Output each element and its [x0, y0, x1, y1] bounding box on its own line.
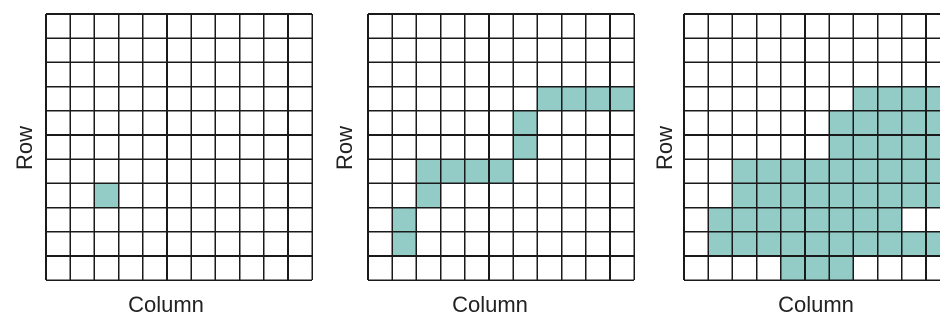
filled-cell — [853, 110, 878, 135]
filled-cell — [416, 183, 441, 208]
filled-cell — [901, 183, 926, 208]
filled-cell — [926, 183, 940, 208]
filled-cell — [853, 231, 878, 256]
filled-cell — [829, 183, 854, 208]
filled-cell — [708, 231, 733, 256]
filled-cell — [805, 159, 830, 184]
filled-cell — [585, 86, 610, 111]
filled-cell — [756, 183, 781, 208]
filled-cell — [829, 159, 854, 184]
filled-cell — [829, 231, 854, 256]
filled-cell — [926, 231, 940, 256]
filled-cell — [416, 159, 441, 184]
filled-cell — [780, 183, 805, 208]
filled-cell — [877, 135, 902, 160]
filled-cell — [537, 86, 562, 111]
filled-cell — [901, 159, 926, 184]
grid-panel-3 — [683, 13, 940, 282]
filled-cell — [926, 159, 940, 184]
filled-cell — [829, 135, 854, 160]
filled-cell — [901, 86, 926, 111]
filled-cell — [440, 159, 465, 184]
filled-cell — [853, 135, 878, 160]
filled-cell — [610, 86, 635, 111]
filled-cell — [756, 159, 781, 184]
filled-cell — [513, 110, 538, 135]
filled-cell — [464, 159, 489, 184]
filled-cell — [877, 231, 902, 256]
filled-cell — [901, 231, 926, 256]
filled-cell — [853, 86, 878, 111]
filled-cell — [877, 86, 902, 111]
filled-cell — [392, 207, 417, 232]
panel-3-x-label: Column — [778, 292, 854, 317]
filled-cell — [780, 207, 805, 232]
filled-cell — [756, 207, 781, 232]
filled-cell — [829, 256, 854, 281]
filled-cell — [780, 159, 805, 184]
filled-cell — [877, 207, 902, 232]
filled-cell — [853, 183, 878, 208]
filled-cell — [94, 183, 119, 208]
filled-cell — [829, 110, 854, 135]
filled-cell — [805, 231, 830, 256]
panel-1-x-label: Column — [128, 292, 204, 317]
filled-cell — [708, 207, 733, 232]
filled-cell — [513, 135, 538, 160]
filled-cell — [392, 231, 417, 256]
grid-panel-1 — [45, 13, 314, 282]
filled-cell — [829, 207, 854, 232]
panel-1-y-label: Row — [12, 126, 37, 170]
filled-cell — [805, 256, 830, 281]
filled-cell — [877, 159, 902, 184]
filled-cell — [756, 231, 781, 256]
filled-cell — [926, 86, 940, 111]
filled-cell — [780, 231, 805, 256]
filled-cell — [561, 86, 586, 111]
filled-cell — [805, 207, 830, 232]
filled-cell — [732, 207, 757, 232]
filled-cell — [877, 183, 902, 208]
filled-cell — [926, 135, 940, 160]
grid-background — [46, 14, 313, 281]
panel-2-x-label: Column — [452, 292, 528, 317]
filled-cell — [901, 110, 926, 135]
grid-panel-2 — [367, 13, 636, 282]
filled-cell — [901, 135, 926, 160]
filled-cell — [780, 256, 805, 281]
filled-cell — [732, 183, 757, 208]
filled-cell — [732, 231, 757, 256]
panel-3-y-label: Row — [652, 126, 677, 170]
filled-cell — [853, 207, 878, 232]
filled-cell — [805, 183, 830, 208]
filled-cell — [489, 159, 514, 184]
filled-cell — [926, 110, 940, 135]
filled-cell — [853, 159, 878, 184]
panel-2-y-label: Row — [332, 126, 357, 170]
filled-cell — [877, 110, 902, 135]
filled-cell — [732, 159, 757, 184]
